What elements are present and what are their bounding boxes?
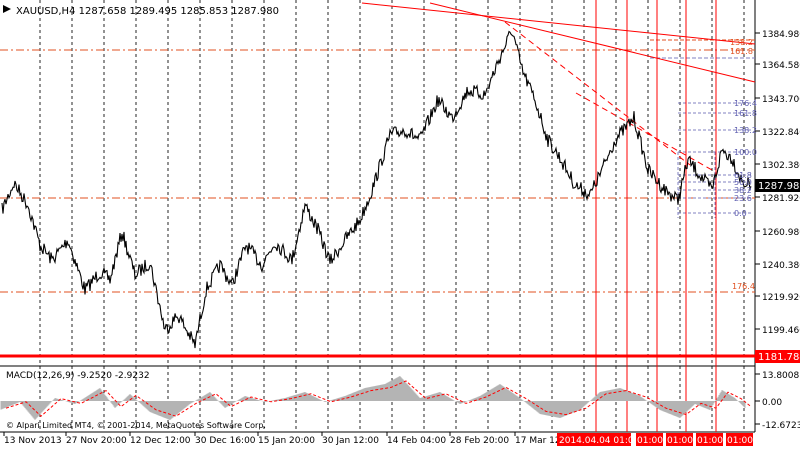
price-line	[1, 30, 752, 349]
dashed-trendline	[504, 21, 691, 166]
price-series	[1, 30, 752, 349]
current-price-badge	[755, 179, 800, 192]
time-extra-labels: 01:00 01:00 01:00 01:00	[636, 433, 753, 446]
time-tick-label: 17 Mar 12	[515, 436, 561, 446]
fib-level-label: 176.4	[734, 99, 757, 108]
time-tick-label: 28 Feb 20:00	[450, 436, 509, 446]
price-tick-label: 1260.980	[762, 228, 800, 238]
macd-label: MACD(12,26,9) -9.2520 -2.9232	[6, 371, 150, 381]
support-price-label: 1181.784	[758, 352, 800, 363]
price-axis: 1384.980 1364.580 1343.700 1322.840 1302.380…	[755, 30, 800, 336]
time-extra-label: 01:00	[667, 436, 693, 446]
macd-tick-label: 13.8008	[762, 371, 799, 381]
time-highlight-badge	[557, 433, 631, 446]
resistance-trendline	[361, 2, 756, 45]
time-extra-badge	[726, 433, 753, 446]
time-tick-label: 27 Nov 20:00	[66, 436, 127, 446]
fib-level-label: 23.6	[734, 194, 752, 203]
fib-upper-label-1: 138.2	[730, 38, 753, 47]
price-tick-label: 1384.980	[762, 30, 800, 40]
price-tick-label: 1281.920	[762, 194, 800, 204]
time-tick-label: 12 Dec 12:00	[130, 436, 191, 446]
time-axis: 13 Nov 2013 27 Nov 20:00 12 Dec 12:00 30 De…	[3, 432, 561, 446]
time-extra-badge	[696, 433, 723, 446]
price-tick-label: 1343.700	[762, 95, 800, 105]
macd-tick-label: -12.6723	[762, 421, 800, 431]
fib-level-label: 38.2	[734, 186, 752, 195]
time-highlight-label: 2014.04.04 01:00	[559, 436, 640, 446]
fib-level-label: 0.0	[734, 209, 747, 218]
fib-level-label: 50.0	[734, 178, 752, 187]
time-extra-label: 01:00	[637, 436, 663, 446]
fibonacci-retracement[interactable]	[0, 39, 755, 293]
macd-axis: 13.8008 0.00 -12.6723	[755, 371, 800, 431]
time-tick-label: 14 Feb 04:00	[387, 436, 446, 446]
fib-lower-label: 176.4	[732, 282, 755, 291]
time-extra-badge	[636, 433, 663, 446]
time-tick-label: 13 Nov 2013	[4, 436, 62, 446]
time-extra-label: 01:00	[727, 436, 753, 446]
time-tick-label: 30 Jan 12:00	[322, 436, 379, 446]
chart-menu-arrow-icon[interactable]	[3, 5, 11, 13]
macd-indicator	[0, 376, 752, 420]
price-tick-label: 1240.380	[762, 261, 800, 271]
resistance-trendline	[429, 2, 756, 83]
chart-title: XAUUSD,H4 1287.658 1289.495 1285.853 128…	[16, 6, 279, 17]
fib-level-label: 161.8	[734, 109, 757, 118]
vertical-grid	[39, 0, 745, 432]
macd-tick-label: 0.00	[762, 398, 782, 408]
price-tick-label: 1199.460	[762, 326, 800, 336]
fib-level-label: 138.2	[734, 126, 757, 135]
support-price-badge	[755, 350, 800, 363]
time-tick-label: 15 Jan 20:00	[258, 436, 315, 446]
time-extra-label: 01:00	[697, 436, 723, 446]
fib-level-label: 61.8	[734, 171, 752, 180]
copyright-footer: © Alpari Limited MT4, © 2001-2014, MetaQ…	[6, 421, 266, 430]
price-tick-label: 1302.380	[762, 161, 800, 171]
fib-level-label: 100.0	[734, 148, 757, 157]
time-tick-label: 30 Dec 16:00	[195, 436, 256, 446]
vertical-lines[interactable]	[595, 0, 717, 432]
price-tick-label: 1322.840	[762, 128, 800, 138]
fib-upper-label-2: 161.8	[730, 47, 753, 56]
macd-signal-line	[5, 380, 752, 417]
price-tick-label: 1364.580	[762, 61, 800, 71]
price-tick-label: 1219.920	[762, 293, 800, 303]
time-extra-badge	[666, 433, 693, 446]
current-price-label: 1287.980	[758, 181, 800, 192]
